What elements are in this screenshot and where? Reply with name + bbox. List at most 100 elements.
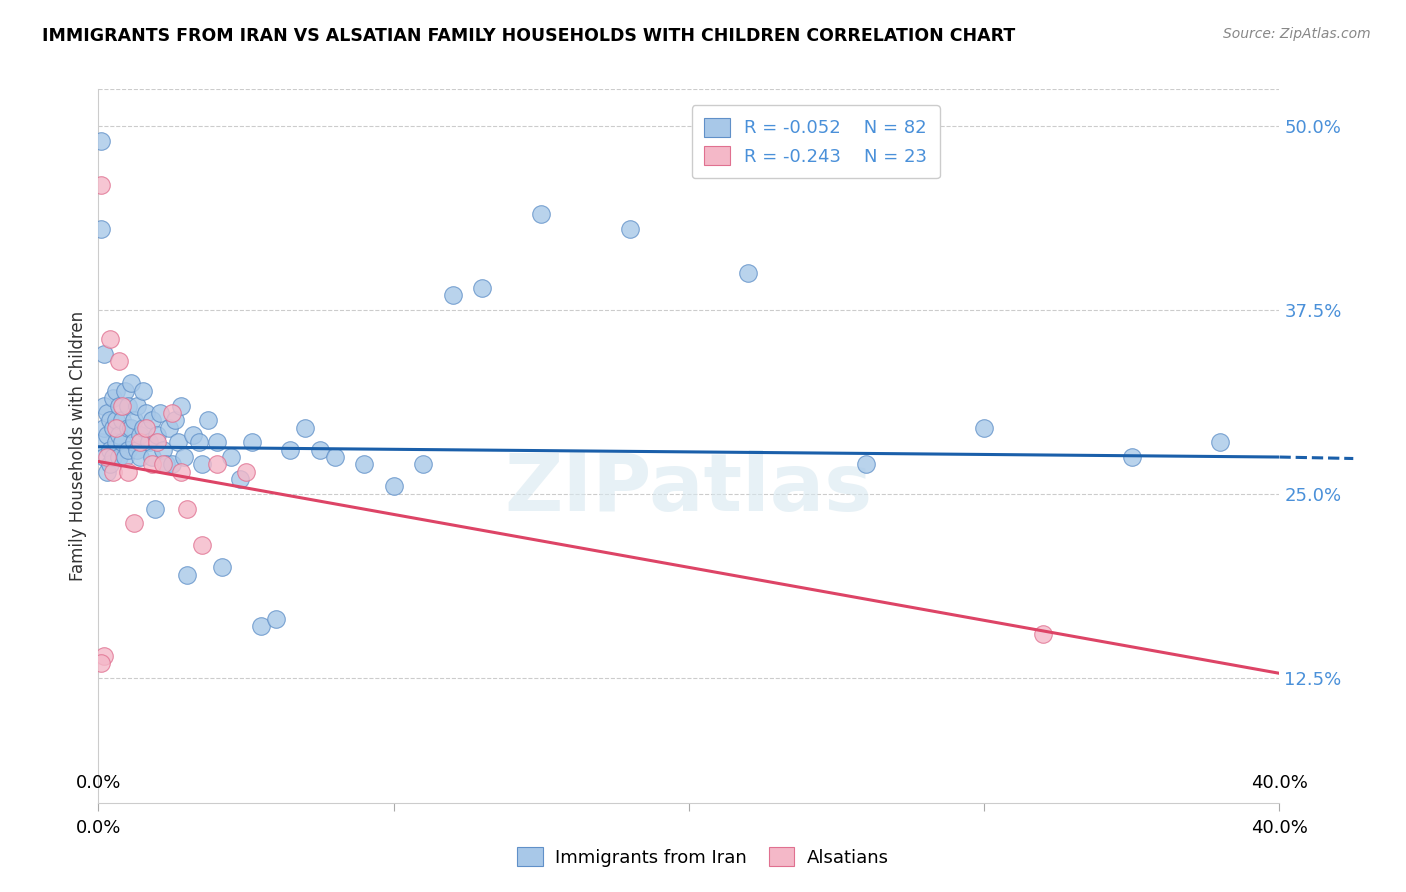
Point <box>737 266 759 280</box>
Point <box>323 450 346 464</box>
Point <box>128 450 150 464</box>
Point <box>152 442 174 457</box>
Text: 0.0%: 0.0% <box>76 774 121 792</box>
Point <box>146 435 169 450</box>
Point <box>191 538 214 552</box>
Point <box>471 281 494 295</box>
Point <box>855 458 877 472</box>
Point <box>111 435 134 450</box>
Point <box>98 332 121 346</box>
Point <box>167 435 190 450</box>
Point <box>1121 450 1143 464</box>
Point <box>105 420 128 434</box>
Point <box>117 442 139 457</box>
Point <box>219 450 242 464</box>
Point <box>211 560 233 574</box>
Point <box>120 376 142 391</box>
Point <box>111 399 134 413</box>
Point <box>141 450 163 464</box>
Point <box>98 413 121 427</box>
Point <box>205 435 228 450</box>
Point <box>155 458 177 472</box>
Point <box>229 472 252 486</box>
Point <box>96 428 118 442</box>
Point <box>105 435 128 450</box>
Point <box>93 648 115 663</box>
Point <box>93 399 115 413</box>
Point <box>108 450 131 464</box>
Point <box>96 406 118 420</box>
Text: 40.0%: 40.0% <box>1251 774 1308 792</box>
Point <box>135 406 157 420</box>
Point <box>240 435 263 450</box>
Point <box>146 428 169 442</box>
Point <box>412 458 434 472</box>
Point <box>162 458 183 472</box>
Point <box>93 347 115 361</box>
Point <box>181 428 204 442</box>
Point <box>973 420 995 434</box>
Legend: Immigrants from Iran, Alsatians: Immigrants from Iran, Alsatians <box>510 840 896 874</box>
Point <box>353 458 375 472</box>
Point <box>143 501 166 516</box>
Point <box>530 207 553 221</box>
Point <box>149 406 172 420</box>
Point <box>105 384 128 398</box>
Point <box>103 391 125 405</box>
Point <box>93 420 115 434</box>
Point <box>90 222 112 236</box>
Point <box>187 435 209 450</box>
Point <box>93 450 115 464</box>
Point <box>90 178 112 192</box>
Point <box>122 516 145 531</box>
Point <box>108 399 131 413</box>
Text: 0.0%: 0.0% <box>76 820 121 838</box>
Point <box>122 435 145 450</box>
Point <box>141 413 163 427</box>
Point <box>278 442 302 457</box>
Text: IMMIGRANTS FROM IRAN VS ALSATIAN FAMILY HOUSEHOLDS WITH CHILDREN CORRELATION CHA: IMMIGRANTS FROM IRAN VS ALSATIAN FAMILY … <box>42 27 1015 45</box>
Point <box>125 399 148 413</box>
Point <box>96 465 118 479</box>
Text: ZIPatlas: ZIPatlas <box>505 450 873 528</box>
Point <box>108 354 131 368</box>
Point <box>1209 435 1232 450</box>
Point <box>108 428 131 442</box>
Point <box>441 288 464 302</box>
Point <box>176 567 198 582</box>
Point <box>117 465 139 479</box>
Point <box>191 458 214 472</box>
Point <box>90 435 112 450</box>
Point <box>132 420 155 434</box>
Point <box>165 413 187 427</box>
Text: Source: ZipAtlas.com: Source: ZipAtlas.com <box>1223 27 1371 41</box>
Point <box>128 435 150 450</box>
Point <box>170 465 193 479</box>
Point <box>235 465 257 479</box>
Point <box>197 413 219 427</box>
Point <box>105 413 128 427</box>
Point <box>250 619 273 633</box>
Point <box>117 399 139 413</box>
Point <box>114 384 136 398</box>
Point <box>125 442 148 457</box>
Point <box>117 420 139 434</box>
Point <box>111 413 134 427</box>
Point <box>122 413 145 427</box>
Point <box>103 465 125 479</box>
Point <box>382 479 405 493</box>
Point <box>120 420 142 434</box>
Point <box>90 656 112 670</box>
Point <box>162 406 183 420</box>
Point <box>173 450 195 464</box>
Point <box>264 612 287 626</box>
Point <box>103 420 125 434</box>
Point <box>141 458 163 472</box>
Point <box>1032 626 1054 640</box>
Point <box>176 501 198 516</box>
Legend: R = -0.052    N = 82, R = -0.243    N = 23: R = -0.052 N = 82, R = -0.243 N = 23 <box>692 105 939 178</box>
Point <box>98 458 121 472</box>
Point <box>170 399 193 413</box>
Point <box>103 450 125 464</box>
Y-axis label: Family Households with Children: Family Households with Children <box>69 311 87 581</box>
